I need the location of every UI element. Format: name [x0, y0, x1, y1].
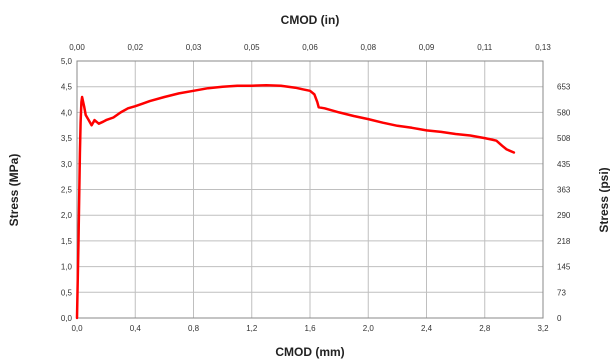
x-tick-label: 0,4: [130, 324, 142, 333]
y-tick-label: 4,5: [61, 83, 73, 92]
grid: [76, 60, 544, 319]
x-tick-label: 3,2: [537, 324, 549, 333]
x-axis-title: CMOD (mm): [275, 345, 344, 359]
right-y-tick-label: 73: [557, 288, 566, 297]
top-x-axis-title: CMOD (in): [281, 13, 340, 27]
right-y-tick-label: 218: [557, 237, 571, 246]
right-y-tick-label: 435: [557, 160, 571, 169]
top-x-tick-label: 0,05: [244, 43, 260, 52]
x-tick-label: 0,8: [188, 324, 200, 333]
x-axis-ticks: 0,0 0,4 0,8 1,2 1,6 2,0 2,4 2,8 3,2: [71, 324, 549, 333]
top-x-tick-label: 0,08: [360, 43, 376, 52]
right-y-axis-title: Stress (psi): [597, 167, 610, 232]
right-y-axis-ticks: 0 73 145 218 290 363 435 508 580 653: [557, 83, 571, 323]
right-y-tick-label: 580: [557, 108, 571, 117]
top-x-tick-label: 0,11: [477, 43, 493, 52]
right-y-tick-label: 0: [557, 314, 562, 323]
y-tick-label: 0,5: [61, 288, 73, 297]
x-tick-label: 2,4: [421, 324, 433, 333]
y-tick-label: 1,5: [61, 237, 73, 246]
x-tick-label: 1,2: [246, 324, 258, 333]
top-x-tick-label: 0,06: [302, 43, 318, 52]
y-tick-label: 2,0: [61, 211, 73, 220]
y-tick-label: 1,0: [61, 263, 73, 272]
series: [75, 83, 516, 320]
x-tick-label: 2,0: [363, 324, 375, 333]
y-tick-label: 2,5: [61, 186, 73, 195]
right-y-tick-label: 145: [557, 263, 571, 272]
top-x-tick-label: 0,09: [419, 43, 435, 52]
y-tick-label: 5,0: [61, 57, 73, 66]
y-tick-label: 0,0: [61, 314, 73, 323]
x-tick-label: 0,0: [71, 324, 83, 333]
x-tick-label: 1,6: [304, 324, 316, 333]
top-x-axis-ticks: 0,00 0,02 0,03 0,05 0,06 0,08 0,09 0,11 0,13: [69, 43, 551, 52]
top-x-tick-label: 0,00: [69, 43, 85, 52]
top-x-tick-label: 0,02: [127, 43, 143, 52]
right-y-tick-label: 363: [557, 186, 571, 195]
x-tick-label: 2,8: [479, 324, 491, 333]
y-tick-label: 3,5: [61, 134, 73, 143]
stress-curve-line: [75, 83, 516, 320]
top-x-tick-label: 0,03: [186, 43, 202, 52]
right-y-tick-label: 653: [557, 83, 571, 92]
plot-frame: [76, 60, 544, 319]
right-y-tick-label: 508: [557, 134, 571, 143]
y-axis-title: Stress (MPa): [7, 154, 21, 227]
top-x-tick-label: 0,13: [535, 43, 551, 52]
right-y-tick-label: 290: [557, 211, 571, 220]
y-tick-label: 3,0: [61, 160, 73, 169]
y-tick-label: 4,0: [61, 108, 73, 117]
y-axis-ticks: 0,0 0,5 1,0 1,5 2,0 2,5 3,0 3,5 4,0 4,5 5,0: [61, 57, 73, 323]
